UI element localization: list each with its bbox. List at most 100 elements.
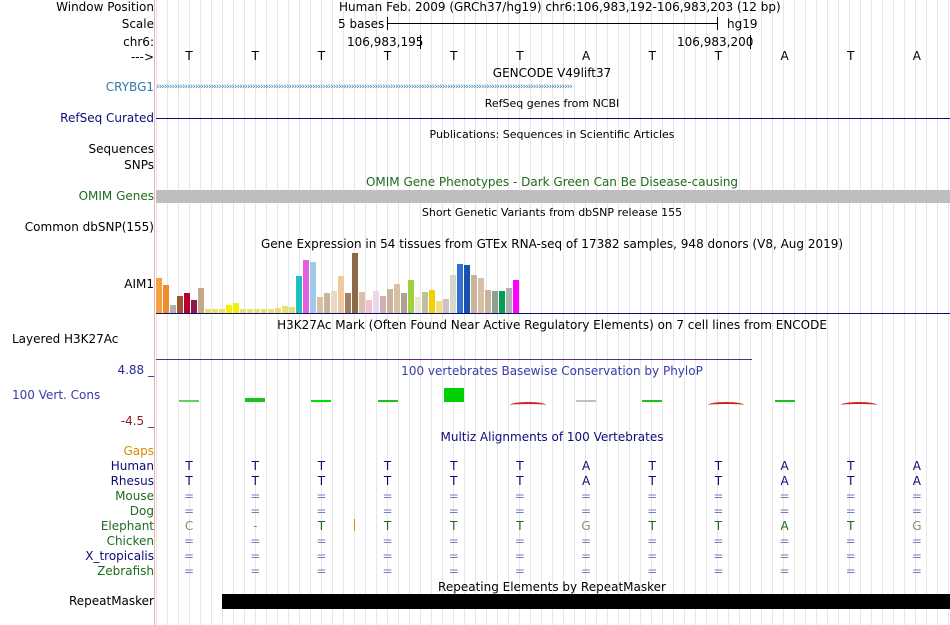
gtex-tissue-bar[interactable] <box>415 297 421 313</box>
gtex-tissue-bar[interactable] <box>310 262 316 313</box>
base-letter: A <box>780 49 789 63</box>
gtex-tissue-bar[interactable] <box>464 265 470 313</box>
species-label[interactable]: Elephant <box>100 519 154 533</box>
grid-line <box>794 0 795 625</box>
phylop-mark <box>642 400 663 402</box>
base-letter: T <box>383 49 392 63</box>
gtex-tissue-bar[interactable] <box>373 291 379 313</box>
gtex-tissue-bar[interactable] <box>170 305 176 313</box>
gtex-track-label[interactable]: AIM1 <box>124 277 154 291</box>
gtex-tissue-bar[interactable] <box>352 253 358 313</box>
grid-line <box>607 0 608 625</box>
gtex-tissue-bar[interactable] <box>366 300 372 313</box>
base-letter: T <box>847 49 855 63</box>
gtex-tissue-bar[interactable] <box>226 305 232 313</box>
alignment-base: T <box>714 519 723 533</box>
gaps-label[interactable]: Gaps <box>123 444 154 458</box>
alignment-base: - <box>253 519 258 533</box>
species-label[interactable]: Dog <box>129 504 154 518</box>
repeatmasker-feature[interactable] <box>222 594 950 609</box>
grid-line <box>530 0 531 625</box>
gtex-tissue-bar[interactable] <box>429 290 435 313</box>
phylop-signal[interactable] <box>156 378 950 422</box>
gtex-tissue-bar[interactable] <box>156 278 162 313</box>
gtex-tissue-bar[interactable] <box>443 299 449 313</box>
gtex-tissue-bar[interactable] <box>191 300 197 313</box>
alignment-base: = <box>911 549 922 563</box>
gtex-tissue-bar[interactable] <box>205 309 211 313</box>
gtex-tissue-bar[interactable] <box>233 303 239 313</box>
gtex-tissue-bar[interactable] <box>478 278 484 313</box>
gtex-tissue-bar[interactable] <box>275 308 281 313</box>
dbsnp-track-label[interactable]: Common dbSNP(155) <box>24 220 154 234</box>
gtex-tissue-bar[interactable] <box>282 306 288 313</box>
snps-track-label[interactable]: SNPs <box>124 158 154 172</box>
gtex-tissue-bar[interactable] <box>317 297 323 313</box>
gtex-tissue-bar[interactable] <box>219 309 225 313</box>
gtex-tissue-bar[interactable] <box>485 290 491 313</box>
gtex-tissue-bar[interactable] <box>289 307 295 313</box>
refseq-track-label[interactable]: RefSeq Curated <box>60 111 154 125</box>
alignment-base: = <box>713 564 724 578</box>
gtex-tissue-bar[interactable] <box>387 289 393 313</box>
crybg1-track-label[interactable]: CRYBG1 <box>105 80 154 94</box>
gtex-tissue-bar[interactable] <box>212 309 218 313</box>
grid-line <box>288 0 289 625</box>
species-label[interactable]: Human <box>110 459 154 473</box>
gtex-tissue-bar[interactable] <box>408 280 414 313</box>
h3k27ac-signal-line[interactable] <box>156 359 752 360</box>
gtex-tissue-bar[interactable] <box>471 275 477 313</box>
gtex-tissue-bar[interactable] <box>359 292 365 313</box>
gtex-tissue-bar[interactable] <box>422 292 428 313</box>
grid-line <box>893 0 894 625</box>
alignment-base: = <box>514 549 525 563</box>
gtex-tissue-bar[interactable] <box>380 296 386 313</box>
crybg1-gene-feature[interactable]: ››››››››››››››››››››››››››››››››››››››››… <box>156 82 573 92</box>
label-pane: Window Position Scale chr6: ---> CRYBG1 … <box>0 0 154 625</box>
h3k27ac-track-label[interactable]: Layered H3K27Ac <box>12 332 119 346</box>
omim-gene-feature[interactable] <box>156 190 950 203</box>
gtex-tissue-bar[interactable] <box>261 309 267 313</box>
gtex-tissue-bar[interactable] <box>247 309 253 313</box>
phylop-track-label[interactable]: 100 Vert. Cons <box>12 388 101 402</box>
species-label[interactable]: Mouse <box>115 489 154 503</box>
gtex-tissue-bar[interactable] <box>450 275 456 313</box>
strand-label[interactable]: ---> <box>130 50 154 64</box>
gtex-tissue-bar[interactable] <box>499 291 505 313</box>
gtex-tissue-bar[interactable] <box>457 264 463 313</box>
base-letter: A <box>912 49 922 63</box>
gtex-tissue-bar[interactable] <box>184 293 190 313</box>
repeatmasker-track-label[interactable]: RepeatMasker <box>68 594 154 608</box>
gtex-tissue-bar[interactable] <box>506 288 512 313</box>
base-letter: T <box>185 49 193 63</box>
alignment-base: = <box>647 564 658 578</box>
gtex-tissue-bar[interactable] <box>436 301 442 313</box>
gtex-tissue-bar[interactable] <box>296 276 302 313</box>
gtex-tissue-bar[interactable] <box>240 309 246 313</box>
gtex-tissue-bar[interactable] <box>177 296 183 313</box>
refseq-gene-line[interactable] <box>156 118 950 119</box>
gtex-tissue-bar[interactable] <box>198 288 204 313</box>
gtex-tissue-bar[interactable] <box>338 276 344 313</box>
gtex-tissue-bar[interactable] <box>513 280 519 313</box>
gtex-tissue-bar[interactable] <box>345 293 351 313</box>
gtex-tissue-bar[interactable] <box>331 291 337 313</box>
gtex-tissue-bar[interactable] <box>254 309 260 313</box>
omim-track-label[interactable]: OMIM Genes <box>78 189 154 203</box>
gtex-tissue-bar[interactable] <box>394 284 400 313</box>
species-label[interactable]: Rhesus <box>110 474 154 488</box>
gtex-bar-chart[interactable] <box>156 252 536 313</box>
species-label[interactable]: Chicken <box>106 534 154 548</box>
species-label[interactable]: Zebrafish <box>97 564 154 578</box>
alignment-base: = <box>448 504 459 518</box>
alignment-base: = <box>184 489 195 503</box>
gtex-tissue-bar[interactable] <box>268 309 274 313</box>
alignment-base: = <box>250 549 261 563</box>
species-label[interactable]: X_tropicalis <box>85 549 154 563</box>
gtex-tissue-bar[interactable] <box>401 293 407 313</box>
gtex-tissue-bar[interactable] <box>163 285 169 313</box>
gtex-tissue-bar[interactable] <box>324 293 330 313</box>
gtex-tissue-bar[interactable] <box>303 260 309 313</box>
gtex-tissue-bar[interactable] <box>492 291 498 313</box>
sequences-track-label[interactable]: Sequences <box>88 142 154 156</box>
